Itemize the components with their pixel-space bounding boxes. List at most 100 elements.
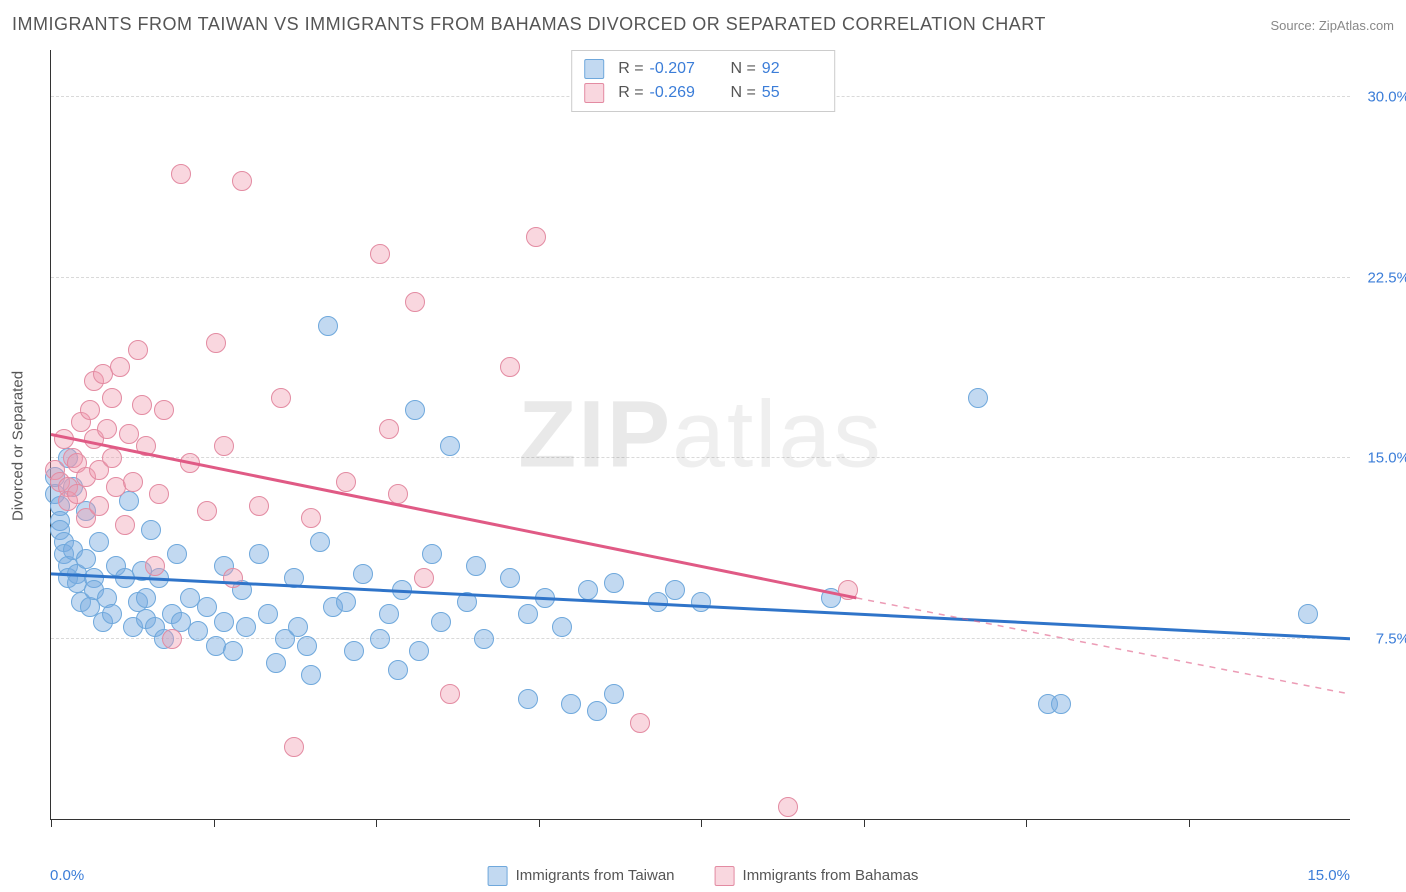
taiwan-point (405, 400, 425, 420)
legend-series: Immigrants from TaiwanImmigrants from Ba… (488, 866, 919, 886)
taiwan-point (214, 612, 234, 632)
bahamas-point (223, 568, 243, 588)
bahamas-point (414, 568, 434, 588)
bahamas-swatch-icon (584, 83, 604, 103)
y-tick-label: 7.5% (1355, 630, 1406, 647)
taiwan-point (518, 689, 538, 709)
taiwan-point (288, 617, 308, 637)
n-value: 55 (762, 81, 822, 105)
bahamas-point (440, 684, 460, 704)
taiwan-point (344, 641, 364, 661)
bahamas-point (132, 395, 152, 415)
taiwan-point (552, 617, 572, 637)
taiwan-point (665, 580, 685, 600)
taiwan-point (535, 588, 555, 608)
taiwan-point (236, 617, 256, 637)
taiwan-swatch-icon (488, 866, 508, 886)
legend-label: Immigrants from Bahamas (743, 867, 919, 884)
bahamas-point (102, 388, 122, 408)
x-tick (864, 819, 865, 827)
bahamas-point (136, 436, 156, 456)
bahamas-trendline-extrapolated (856, 598, 1350, 694)
bahamas-point (162, 629, 182, 649)
y-tick-label: 15.0% (1355, 450, 1406, 467)
taiwan-point (301, 665, 321, 685)
legend-correlation-box: R = -0.207 N = 92R = -0.269 N = 55 (571, 50, 835, 112)
taiwan-point (297, 636, 317, 656)
taiwan-point (1298, 604, 1318, 624)
chart-title: IMMIGRANTS FROM TAIWAN VS IMMIGRANTS FRO… (12, 14, 1046, 35)
bahamas-point (778, 797, 798, 817)
taiwan-point (223, 641, 243, 661)
taiwan-point (1051, 694, 1071, 714)
taiwan-point (561, 694, 581, 714)
x-tick (539, 819, 540, 827)
watermark-zip: ZIP (518, 381, 672, 487)
bahamas-point (54, 429, 74, 449)
taiwan-point (266, 653, 286, 673)
gridline (51, 277, 1350, 278)
x-tick (1026, 819, 1027, 827)
taiwan-point (336, 592, 356, 612)
bahamas-point (336, 472, 356, 492)
taiwan-point (457, 592, 477, 612)
chart-container: IMMIGRANTS FROM TAIWAN VS IMMIGRANTS FRO… (0, 0, 1406, 892)
x-tick (1189, 819, 1190, 827)
y-tick-label: 22.5% (1355, 269, 1406, 286)
y-axis-label: Divorced or Separated (10, 371, 27, 521)
bahamas-point (145, 556, 165, 576)
legend-item-bahamas: Immigrants from Bahamas (715, 866, 919, 886)
n-label: N = (730, 57, 755, 81)
bahamas-point (97, 419, 117, 439)
r-value: -0.269 (650, 81, 710, 105)
bahamas-swatch-icon (715, 866, 735, 886)
taiwan-point (500, 568, 520, 588)
taiwan-point (604, 573, 624, 593)
taiwan-point (518, 604, 538, 624)
taiwan-point (968, 388, 988, 408)
bahamas-point (500, 357, 520, 377)
bahamas-point (180, 453, 200, 473)
bahamas-point (249, 496, 269, 516)
taiwan-point (431, 612, 451, 632)
bahamas-point (405, 292, 425, 312)
bahamas-point (119, 424, 139, 444)
bahamas-point (232, 171, 252, 191)
bahamas-point (149, 484, 169, 504)
bahamas-point (206, 333, 226, 353)
taiwan-point (102, 604, 122, 624)
bahamas-point (123, 472, 143, 492)
bahamas-point (379, 419, 399, 439)
bahamas-point (214, 436, 234, 456)
taiwan-point (310, 532, 330, 552)
taiwan-point (370, 629, 390, 649)
x-tick (51, 819, 52, 827)
taiwan-point (604, 684, 624, 704)
x-axis-min-label: 0.0% (50, 867, 84, 884)
taiwan-point (76, 549, 96, 569)
r-label: R = (618, 81, 643, 105)
taiwan-point (691, 592, 711, 612)
taiwan-point (258, 604, 278, 624)
taiwan-point (318, 316, 338, 336)
taiwan-point (188, 621, 208, 641)
bahamas-point (102, 448, 122, 468)
taiwan-point (648, 592, 668, 612)
legend-stat-row-bahamas: R = -0.269 N = 55 (584, 81, 822, 105)
bahamas-point (115, 515, 135, 535)
watermark-atlas: atlas (672, 381, 883, 487)
taiwan-point (422, 544, 442, 564)
bahamas-point (154, 400, 174, 420)
x-tick (376, 819, 377, 827)
r-label: R = (618, 57, 643, 81)
legend-stat-row-taiwan: R = -0.207 N = 92 (584, 57, 822, 81)
plot-area: ZIPatlas 7.5%15.0%22.5%30.0% (50, 50, 1350, 820)
x-tick (701, 819, 702, 827)
taiwan-point (353, 564, 373, 584)
y-tick-label: 30.0% (1355, 89, 1406, 106)
taiwan-point (392, 580, 412, 600)
taiwan-point (141, 520, 161, 540)
gridline (51, 457, 1350, 458)
taiwan-point (167, 544, 187, 564)
bahamas-point (128, 340, 148, 360)
